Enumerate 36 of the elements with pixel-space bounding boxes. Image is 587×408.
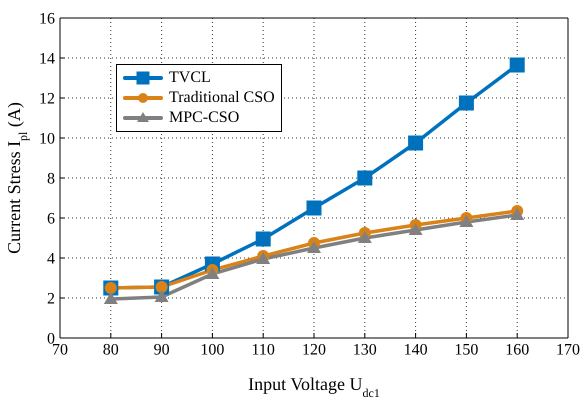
legend-label: Traditional CSO	[169, 89, 275, 107]
y-tick-label: 16	[39, 10, 55, 28]
point	[510, 58, 525, 72]
x-tick-label: 170	[556, 341, 580, 358]
x-tick-label: 80	[102, 341, 119, 358]
x-tick-label: 100	[200, 341, 224, 358]
x-tick-label: 110	[251, 341, 275, 358]
point	[459, 215, 474, 227]
y-tick-label: 10	[39, 130, 55, 148]
point	[154, 290, 169, 302]
point	[357, 170, 372, 186]
y-tick-label: 2	[47, 290, 55, 308]
legend-label: MPC-CSO	[169, 109, 240, 127]
x-tick-label: 90	[154, 341, 170, 358]
x-tick-label: 160	[505, 341, 530, 358]
point	[458, 96, 474, 110]
y-tick-label: 4	[47, 250, 55, 268]
point	[510, 208, 524, 220]
y-tick-label: 14	[39, 50, 55, 68]
point	[408, 223, 423, 235]
legend-label: TVCL	[169, 69, 211, 87]
x-tick-label: 150	[454, 341, 478, 358]
point	[256, 232, 271, 246]
x-axis-title: Input Voltage U$_{dc1}$	[248, 374, 380, 400]
y-tick-label: 8	[47, 170, 55, 188]
x-tick-label: 140	[404, 341, 428, 358]
point	[205, 267, 220, 279]
y-tick-label: 6	[47, 210, 55, 228]
point	[306, 200, 322, 216]
x-tick-label: 120	[302, 341, 326, 358]
y-tick-label: 12	[39, 90, 55, 108]
point	[307, 241, 321, 253]
point	[408, 136, 424, 150]
x-tick-label: 130	[352, 341, 377, 358]
point	[104, 292, 118, 304]
point	[358, 231, 372, 243]
